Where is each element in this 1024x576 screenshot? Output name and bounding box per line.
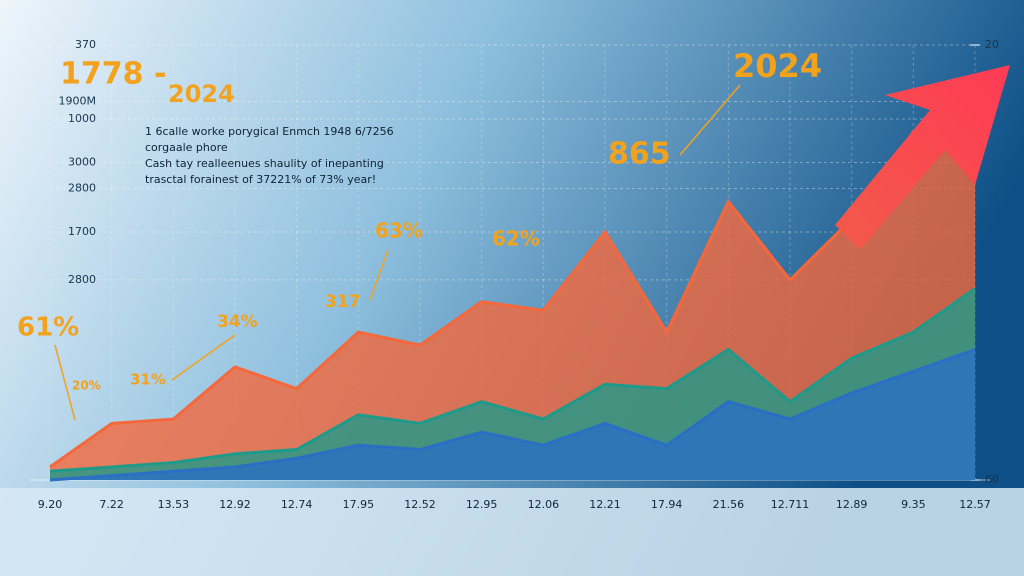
x-tick-label: 13.53 <box>158 498 190 511</box>
x-tick-label: 17.94 <box>651 498 683 511</box>
annotation: 2024 <box>168 80 235 108</box>
note-line: Cash tay realleenues shaulity of inepant… <box>145 157 384 170</box>
y-tick-label: 2800 <box>68 182 96 195</box>
note-line: 1 6calle worke porygical Enmch 1948 6/72… <box>145 125 394 138</box>
labels: 370 1900M 1000 3000 2800 1700 2800 20 60 9.20 7.22… <box>17 38 999 511</box>
leader-line <box>54 344 76 421</box>
annotation: 1778 - <box>60 57 166 92</box>
y-tick-label: 1000 <box>68 112 96 125</box>
y-tick-label: 3000 <box>68 155 96 168</box>
x-tick-label: 7.22 <box>99 498 124 511</box>
annotation: 61% <box>17 313 79 343</box>
annotation: 63% <box>375 219 423 243</box>
leader-line <box>369 249 389 301</box>
annotation: 20% <box>72 379 101 393</box>
area-line <box>49 348 976 482</box>
annotation: 317 <box>325 292 361 312</box>
x-tick-label: 12.74 <box>281 498 313 511</box>
x-tick-label: 17.95 <box>343 498 375 511</box>
area-fill <box>50 349 975 480</box>
x-tick-label: 12.06 <box>528 498 560 511</box>
annotation: 865 <box>608 137 671 172</box>
y-tick-label: 2800 <box>68 273 96 286</box>
annotation: 34% <box>217 312 258 332</box>
y-tick-label: 1900M <box>59 95 97 108</box>
y2-tick-label: 60 <box>985 473 999 486</box>
note-line: trasctal forainest of 37221% of 73% year… <box>145 173 376 186</box>
y-tick-label: 1700 <box>68 225 96 238</box>
x-tick-label: 9.35 <box>901 498 926 511</box>
x-tick-label: 12.57 <box>959 498 991 511</box>
areas <box>49 74 977 482</box>
x-tick-label: 12.95 <box>466 498 498 511</box>
footer-band <box>0 488 1024 576</box>
x-tick-label: 12.92 <box>219 498 251 511</box>
x-tick-label: 12.52 <box>404 498 436 511</box>
y2-tick-label: 20 <box>985 38 999 51</box>
leader-line <box>679 84 741 156</box>
trend-arrow <box>835 65 1010 250</box>
note-line: corgaale phore <box>145 141 228 154</box>
area-line <box>49 287 976 473</box>
x-tick-label: 9.20 <box>38 498 63 511</box>
x-tick-label: 12.89 <box>836 498 868 511</box>
x-tick-label: 21.56 <box>713 498 745 511</box>
area-line <box>49 74 977 469</box>
y-tick-label: 370 <box>75 38 96 51</box>
annotation: 62% <box>492 227 540 251</box>
annotation: 2024 <box>733 47 822 85</box>
annotation: 31% <box>130 371 166 389</box>
x-tick-label: 12.711 <box>771 498 810 511</box>
leader-line <box>171 334 236 381</box>
x-tick-label: 12.21 <box>589 498 621 511</box>
